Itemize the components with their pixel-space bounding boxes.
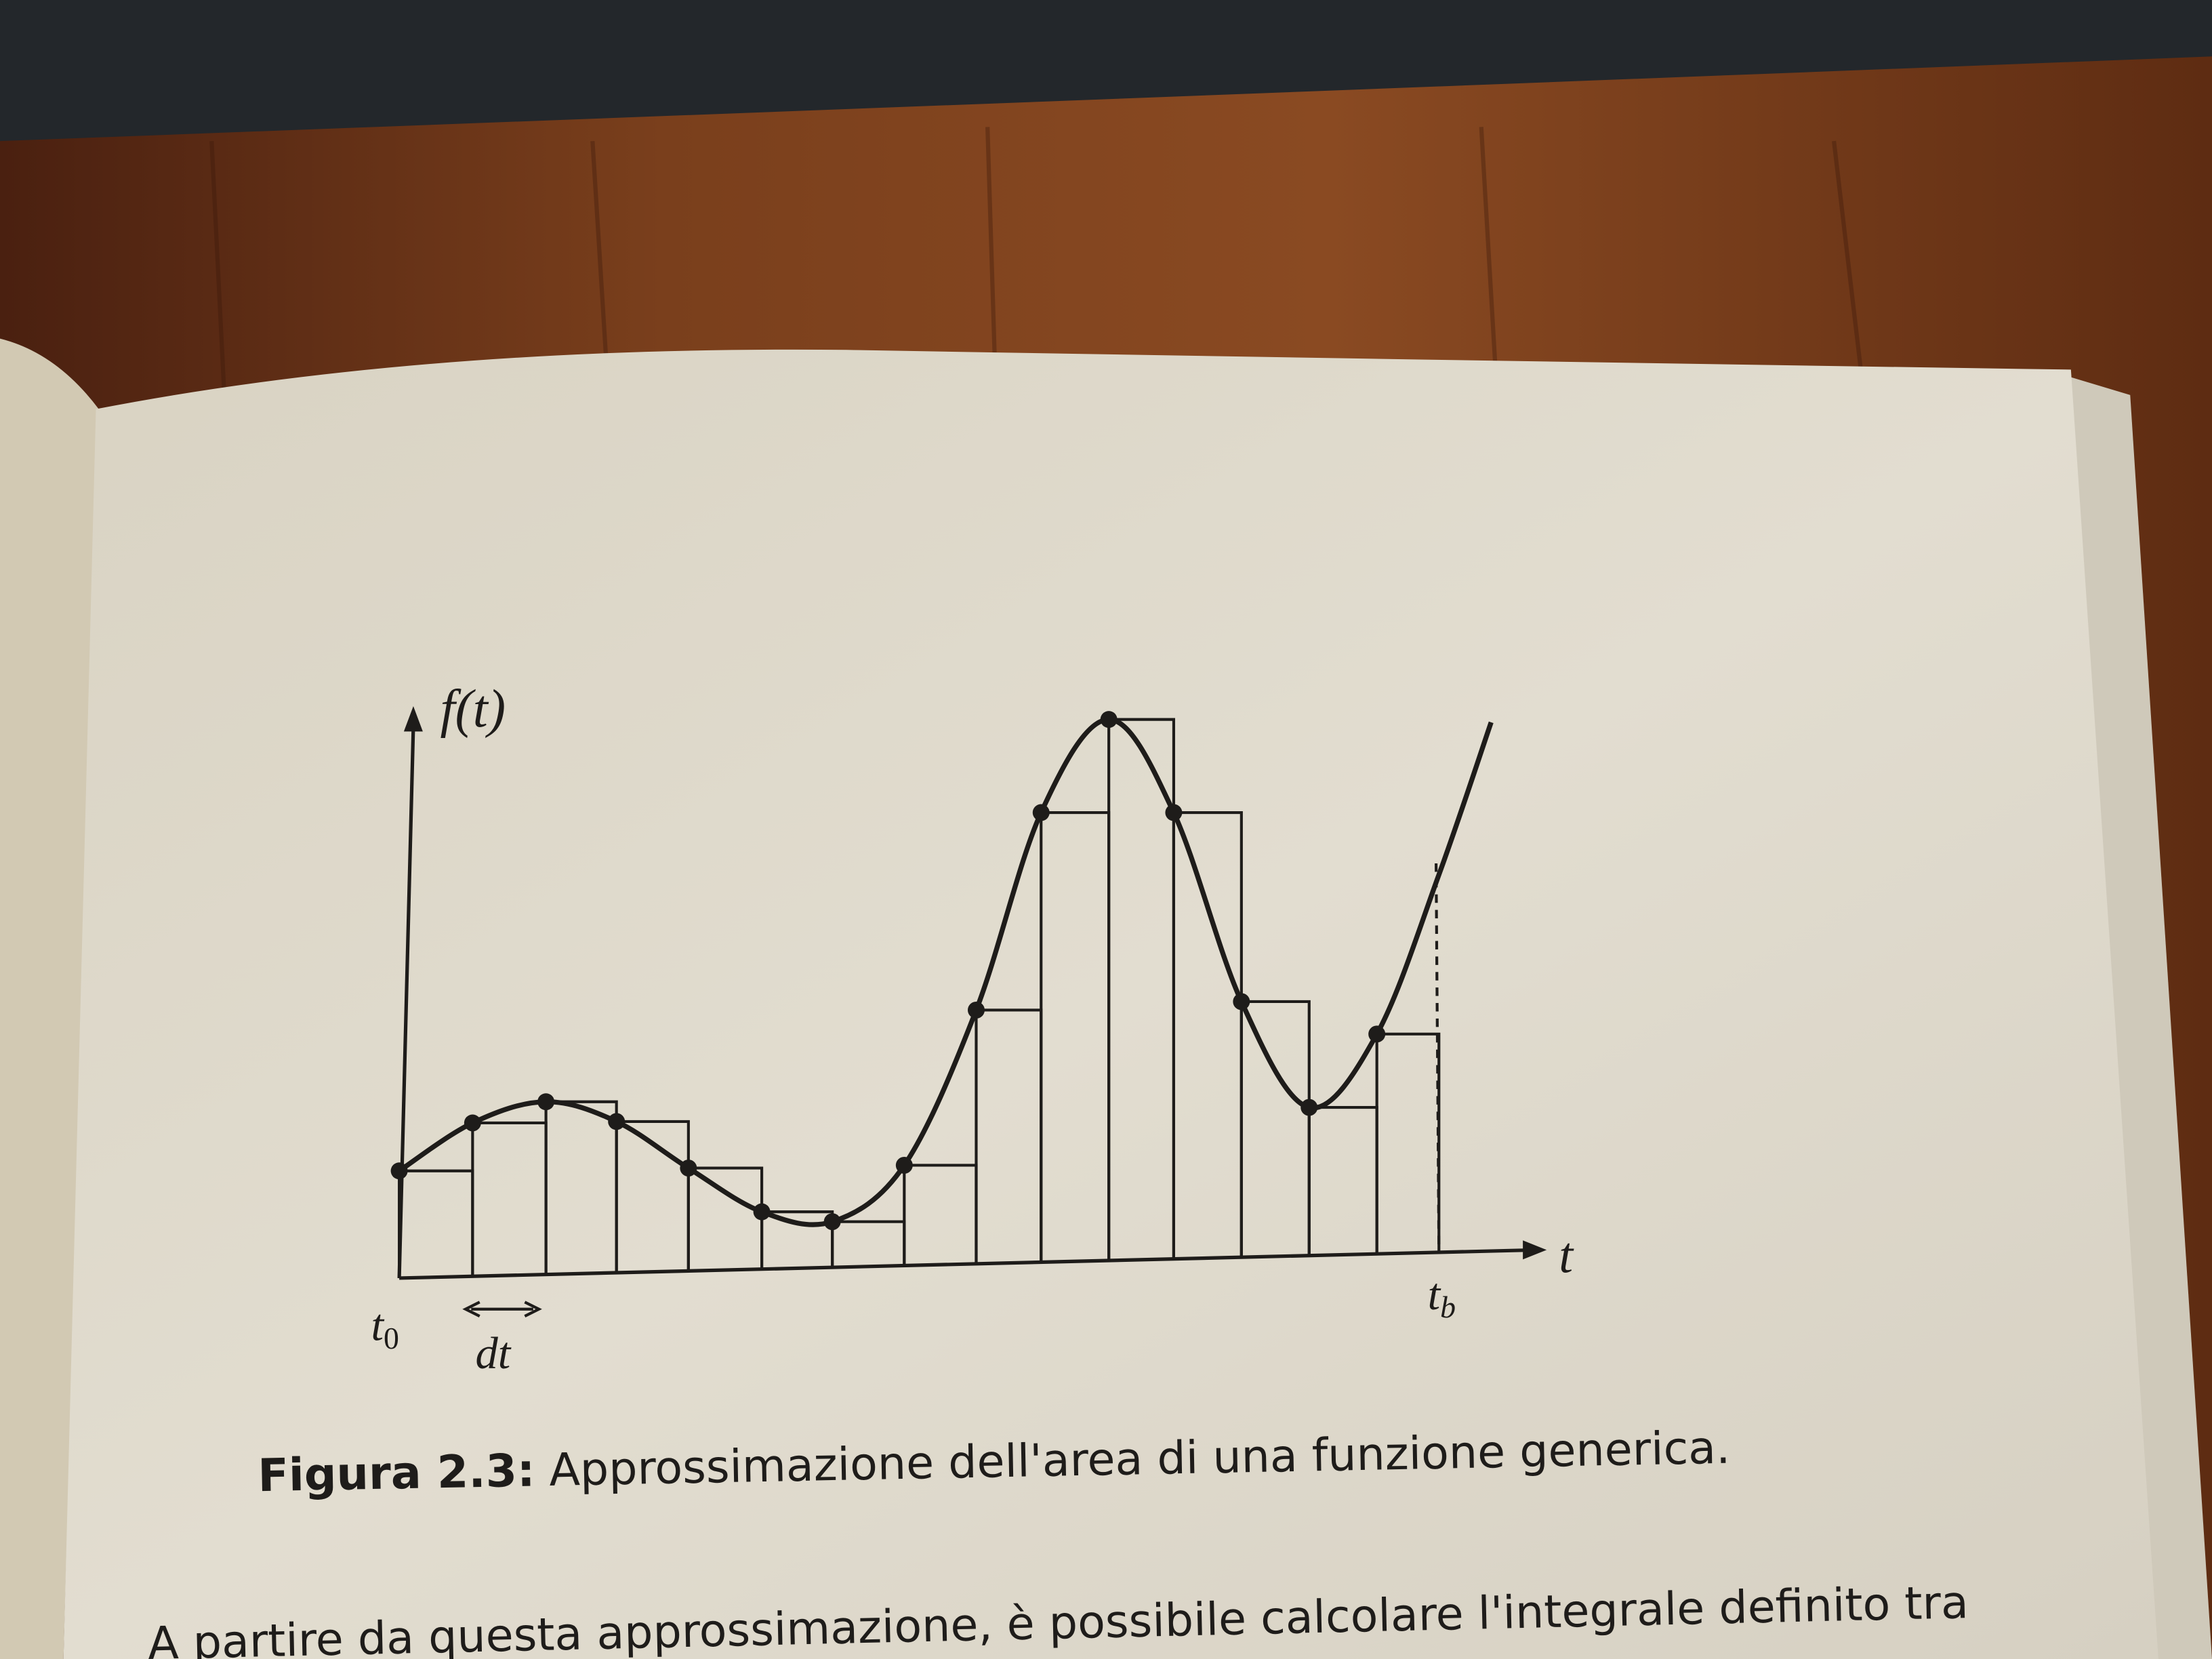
sample-points [390,711,1386,1231]
step-label: dt [476,1329,512,1378]
right-page [63,349,2158,1659]
sample-point [968,1001,985,1019]
start-sub: 0 [384,1321,399,1355]
sample-point [390,1162,408,1180]
sample-point [895,1156,913,1174]
x-axis-label: t [1559,1228,1574,1284]
sample-point [1032,804,1050,821]
y-axis [397,726,415,1279]
left-page [0,338,99,1659]
sample-point [1368,1025,1386,1043]
end-sub: b [1440,1290,1456,1324]
riemann-rectangles [398,718,1441,1278]
x-arrow [1523,1240,1547,1260]
dt-arrow-heads [462,1300,542,1318]
sample-point [608,1113,626,1130]
figure [390,706,1547,1318]
dashed-line [1435,863,1441,1252]
sample-point [753,1203,771,1221]
sample-point [680,1160,697,1177]
sample-point [464,1114,481,1132]
caption-label: Figura 2.3: [258,1443,535,1502]
sample-point [537,1093,555,1111]
y-arrow [403,706,423,732]
x-axis [399,1248,1538,1280]
wood-grain [209,127,1864,424]
start-label: t0 [371,1301,398,1355]
y-axis-label: f(t) [440,680,506,739]
page-stack [2060,373,2212,1659]
sample-point [1100,711,1118,729]
sample-point [1165,804,1183,821]
sample-point [1300,1099,1318,1116]
laptop-edge [0,0,2212,142]
sample-point [823,1213,841,1231]
sample-point [1233,993,1250,1010]
start-base: t [371,1301,384,1351]
end-label: tb [1428,1270,1456,1324]
end-base: t [1428,1270,1441,1319]
